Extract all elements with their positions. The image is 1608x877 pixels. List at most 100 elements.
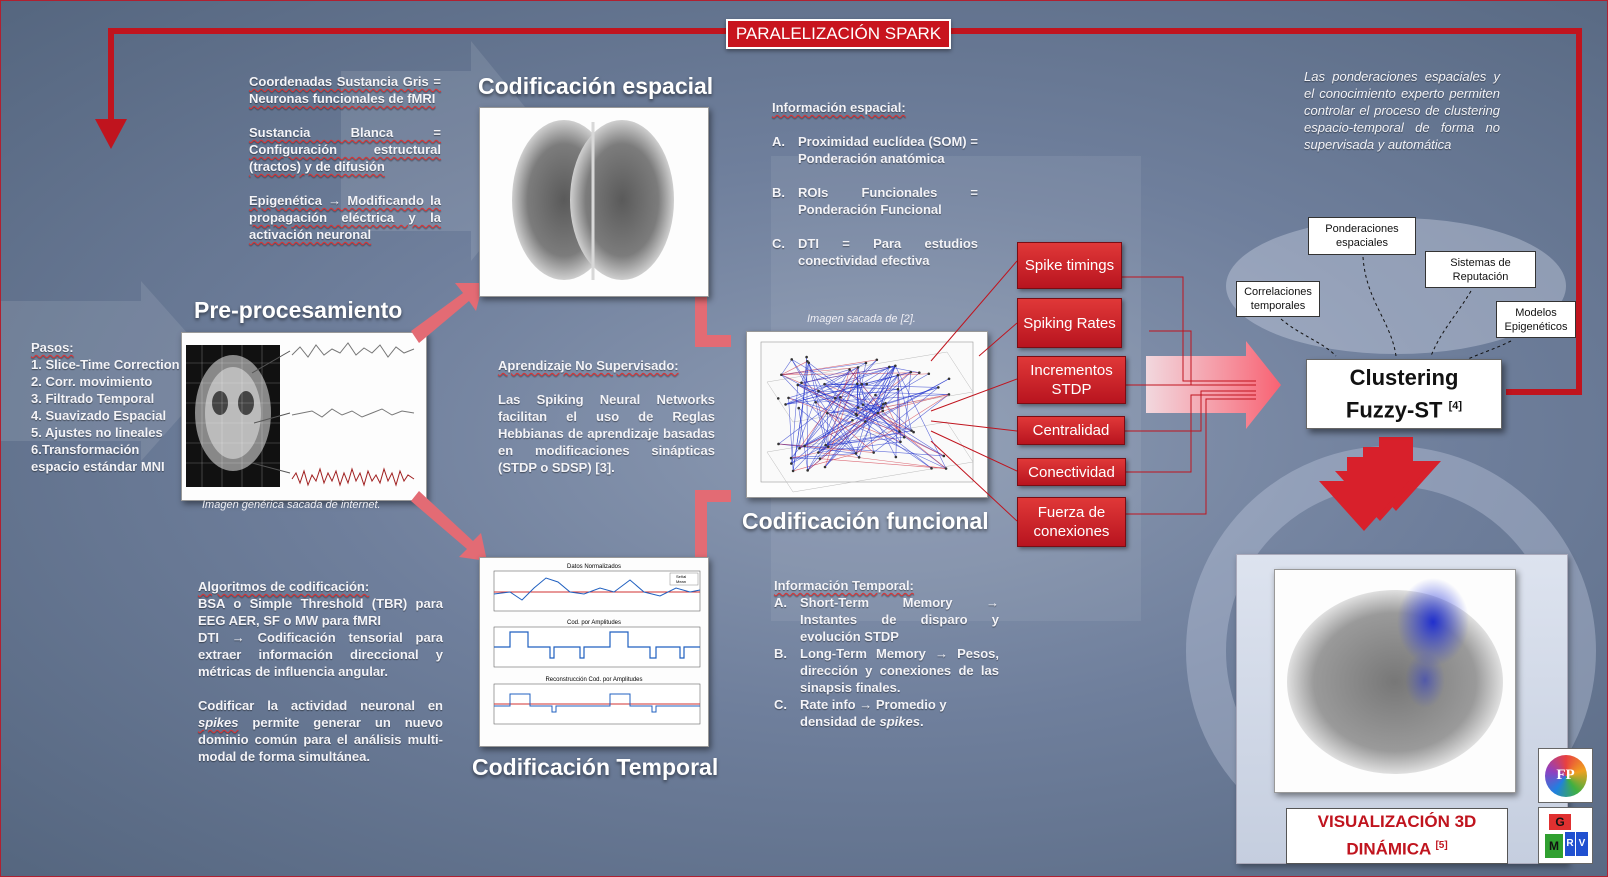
- snn-node: [823, 382, 826, 386]
- step-item: 3. Filtrado Temporal: [31, 391, 155, 406]
- brain-3d-figure: [1287, 578, 1503, 774]
- snn-edge: [797, 384, 866, 422]
- snn-node: [894, 364, 897, 368]
- snn-edge: [875, 394, 914, 433]
- info-espacial-item: C. DTI = Para estudios conectividad efect…: [772, 236, 978, 268]
- snn-node: [888, 365, 891, 369]
- snn-node: [912, 430, 915, 434]
- snn-node: [780, 373, 783, 377]
- snn-edge: [897, 373, 929, 376]
- snn-node: [824, 443, 827, 447]
- snn-edge: [791, 385, 799, 464]
- snn-node: [884, 401, 887, 405]
- steps-title: Pasos:: [31, 340, 74, 355]
- snn-node: [881, 402, 885, 406]
- snn-node: [817, 389, 820, 393]
- snn-node: [927, 372, 931, 376]
- snn-node: [777, 442, 780, 446]
- step-item: 2. Corr. movimiento: [31, 374, 153, 389]
- snn-edge: [903, 372, 912, 438]
- preproc-figure: [186, 342, 415, 487]
- snn-edge: [818, 404, 884, 453]
- snn-edge: [856, 374, 899, 416]
- algorithms-p3b: permite generar un nuevo dominio común p…: [198, 715, 443, 764]
- input-ponderaciones: Ponderaciones espaciales: [1308, 217, 1416, 255]
- snn-node: [856, 406, 860, 409]
- snn-edge: [877, 412, 947, 469]
- clustering-label: Clustering Fuzzy-ST: [1345, 364, 1459, 423]
- snn-edge: [855, 375, 899, 454]
- snn-node: [944, 467, 948, 470]
- snn-edge: [791, 359, 816, 403]
- snn-edge: [797, 384, 898, 390]
- fp-logo: FP: [1538, 748, 1593, 803]
- snn-edge: [808, 362, 947, 469]
- snn-node: [874, 393, 877, 397]
- snn-node: [896, 387, 900, 391]
- snn-edge: [818, 378, 950, 453]
- snn-edge: [791, 407, 859, 464]
- snn-node: [902, 435, 906, 439]
- snn-node: [856, 366, 860, 369]
- snn-node: [833, 396, 837, 400]
- plot-title-3: Reconstrucción Cod. por Amplitudes: [545, 677, 642, 683]
- snn-edge: [825, 436, 905, 446]
- snn-edge: [862, 404, 944, 457]
- white-matter-text: Sustancia Blanca = Configuración estruct…: [249, 125, 441, 174]
- snn-node: [861, 403, 865, 406]
- legend-mean: Mean: [676, 579, 686, 584]
- snn-node: [855, 382, 859, 386]
- plot-title-2: Cod. por Amplitudes: [567, 620, 621, 626]
- snn-node: [798, 446, 801, 450]
- gmrv-letter: V: [1576, 832, 1588, 856]
- epigenetics-text: Epigenética → Modificando la propagación…: [249, 193, 441, 242]
- snn-edge: [799, 410, 883, 449]
- step-item: 1. Slice-Time Correction: [31, 357, 180, 372]
- snn-edge: [856, 367, 859, 384]
- spark-banner: PARALELIZACIÓN SPARK: [726, 19, 951, 49]
- snn-edge: [781, 359, 877, 376]
- algorithms-p3a: Codificar la actividad neuronal en: [198, 698, 443, 713]
- info-espacial-title: Información espacial:: [772, 100, 906, 115]
- snn-node: [917, 371, 921, 375]
- top-right-text: Las ponderaciones espaciales y el conoci…: [1304, 69, 1500, 152]
- snn-node: [791, 469, 795, 473]
- snn-edge: [807, 361, 857, 454]
- feature-incrementos-stdp: Incrementos STDP: [1017, 356, 1126, 404]
- snn-edge: [857, 365, 896, 408]
- snn-node: [947, 393, 951, 396]
- snn-edge: [799, 413, 857, 449]
- snn-network-figure: [760, 341, 974, 493]
- snn-edge: [818, 452, 947, 469]
- brain-3d-image: [1274, 569, 1516, 793]
- snn-edge: [807, 366, 890, 471]
- snn-edge: [791, 378, 950, 464]
- snn-node: [865, 382, 869, 386]
- preproc-title: Pre-procesamiento: [194, 297, 403, 323]
- snn-node: [826, 411, 829, 415]
- algorithms-p2: DTI → Codificación tensorial para extrae…: [198, 630, 443, 679]
- snn-edge: [856, 383, 897, 458]
- plot-title-1: Datos Normalizados: [567, 564, 621, 570]
- snn-edge: [849, 369, 905, 438]
- codif-funcional-title: Codificación funcional: [742, 508, 989, 534]
- snn-node: [814, 400, 818, 404]
- codif-temporal-title: Codificación Temporal: [472, 754, 719, 780]
- snn-node: [806, 360, 809, 363]
- snn-edge: [897, 375, 912, 431]
- snn-edge: [798, 408, 808, 471]
- snn-edge: [840, 366, 890, 398]
- snn-edge: [801, 362, 809, 383]
- snn-node: [839, 395, 842, 399]
- snn-edge: [806, 357, 808, 471]
- snn-edge: [788, 365, 896, 399]
- gmrv-letter: M: [1545, 834, 1563, 858]
- snn-edge: [781, 361, 808, 376]
- snn-node: [817, 451, 820, 454]
- info-espacial-item: B. ROIs Funcionales = Ponderación Funcion…: [772, 185, 978, 217]
- snn-edge: [882, 394, 949, 409]
- snn-node: [947, 377, 951, 381]
